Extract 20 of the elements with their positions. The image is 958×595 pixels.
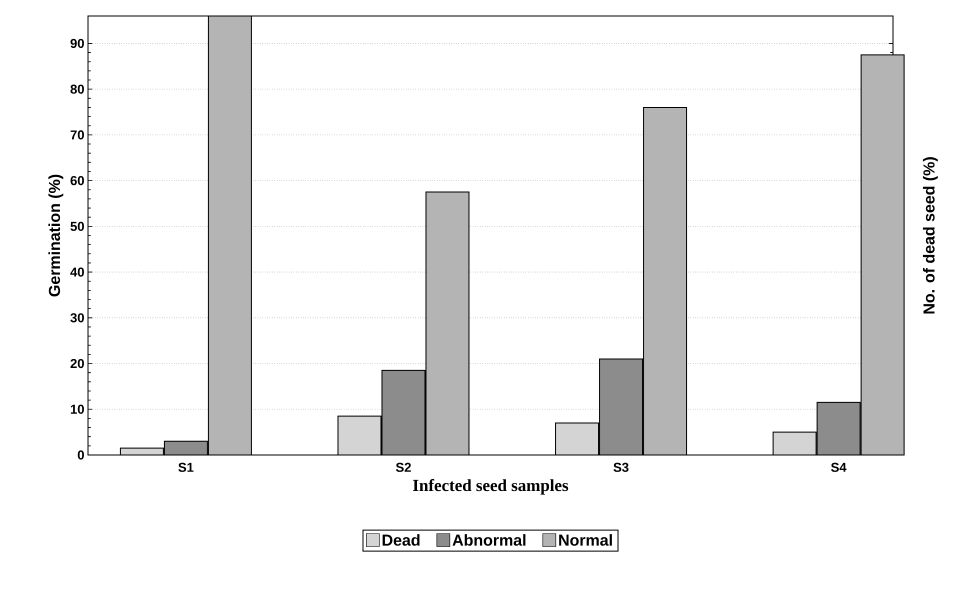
y-tick-label: 60: [70, 176, 84, 186]
y-axis-title: Germination (%): [48, 174, 64, 296]
y-tick-label: 40: [70, 267, 84, 277]
legend-label: Dead: [382, 534, 420, 546]
y-tick-label: 10: [70, 404, 84, 414]
x-tick-label: S2: [396, 462, 411, 472]
y2-axis-title: No. of dead seed (%): [922, 157, 938, 314]
y-tick-label: 80: [70, 84, 84, 94]
y-tick-label: 0: [78, 450, 84, 460]
x-tick-label: S4: [831, 462, 846, 472]
y-tick-label: 20: [70, 358, 84, 368]
x-tick-label: S3: [614, 462, 628, 472]
legend-label: Abnormal: [452, 534, 526, 546]
legend-label: Normal: [559, 534, 612, 546]
x-tick-label: S1: [178, 462, 194, 472]
y-tick-label: 70: [70, 130, 84, 140]
y-tick-label: 30: [70, 313, 84, 322]
x-axis-title: Infected seed samples: [413, 479, 568, 495]
y-tick-label: 90: [70, 38, 84, 48]
y-tick-label: 50: [70, 222, 84, 231]
